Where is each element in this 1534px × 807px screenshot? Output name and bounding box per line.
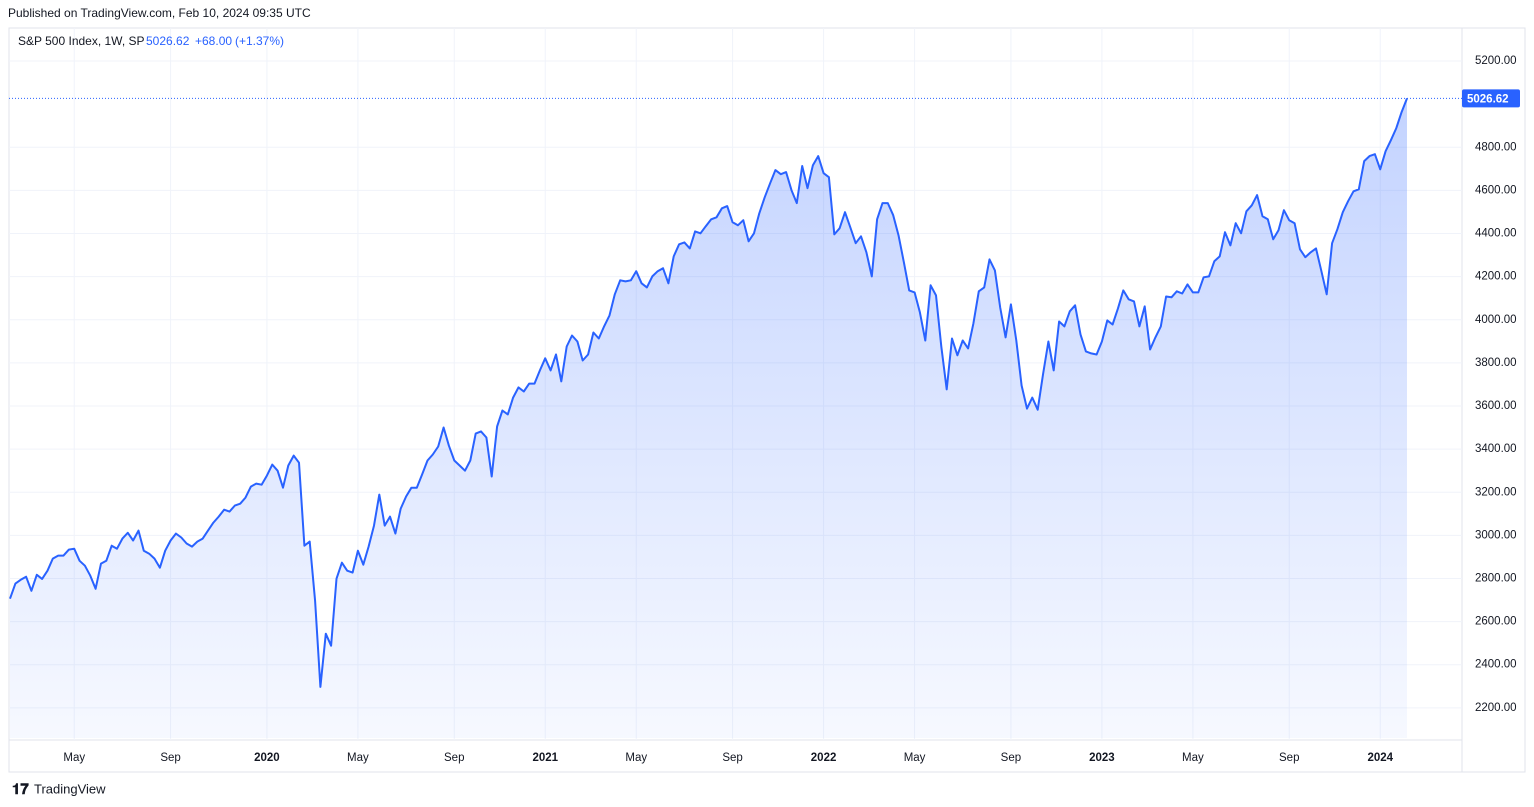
y-tick-label: 2800.00 [1475, 572, 1517, 584]
plot [9, 97, 1462, 738]
x-tick-label: May [63, 752, 85, 764]
x-tick-label: Sep [722, 752, 742, 764]
y-tick-label: 3600.00 [1475, 400, 1517, 412]
last-price: 5026.62 [146, 34, 190, 48]
x-tick-label: Sep [1279, 752, 1299, 764]
y-tick-label: 4200.00 [1475, 271, 1517, 283]
y-tick-label: 3400.00 [1475, 443, 1517, 455]
published: Published on TradingView.com, Feb 10, 20… [8, 6, 311, 20]
y-tick-label: 5200.00 [1475, 55, 1517, 67]
y-tick-label: 3800.00 [1475, 357, 1517, 369]
brand[interactable]: TradingView [34, 781, 106, 796]
change: +68.00 [195, 34, 232, 48]
y-tick-label: 4000.00 [1475, 314, 1517, 326]
x-tick-label: 2024 [1367, 752, 1393, 764]
last-price-tag [1462, 89, 1520, 108]
x-tick-label: Sep [1001, 752, 1021, 764]
symbol: S&P 500 Index, 1W, SP [18, 34, 145, 48]
y-tick-label: 2400.00 [1475, 659, 1517, 671]
x-tick-label: May [347, 752, 369, 764]
y-tick-label: 4800.00 [1475, 141, 1517, 153]
x-tick-label: 2021 [532, 752, 558, 764]
y-tick-label: 4400.00 [1475, 228, 1517, 240]
y-tick-label: 3200.00 [1475, 486, 1517, 498]
x-tick-label: 2020 [254, 752, 280, 764]
frame [8, 27, 1526, 773]
x-tick-label: 2023 [1089, 752, 1115, 764]
change-pct: (+1.37%) [235, 34, 284, 48]
x-tick-label: May [1182, 752, 1204, 764]
y-tick-label: 3000.00 [1475, 529, 1517, 541]
x-tick-label: Sep [444, 752, 464, 764]
y-tick-label: 2600.00 [1475, 616, 1517, 628]
x-tick-label: Sep [160, 752, 180, 764]
last-price-label: 5026.62 [1467, 93, 1509, 105]
logo-mark: 𝟏𝟕 [12, 781, 29, 798]
price-line [9, 98, 1408, 688]
area-fill [10, 98, 1407, 738]
y-tick-label: 4600.00 [1475, 184, 1517, 196]
y-tick-label: 2200.00 [1475, 702, 1517, 714]
x-tick-label: May [904, 752, 926, 764]
x-tick-label: May [625, 752, 647, 764]
x-tick-label: 2022 [811, 752, 837, 764]
